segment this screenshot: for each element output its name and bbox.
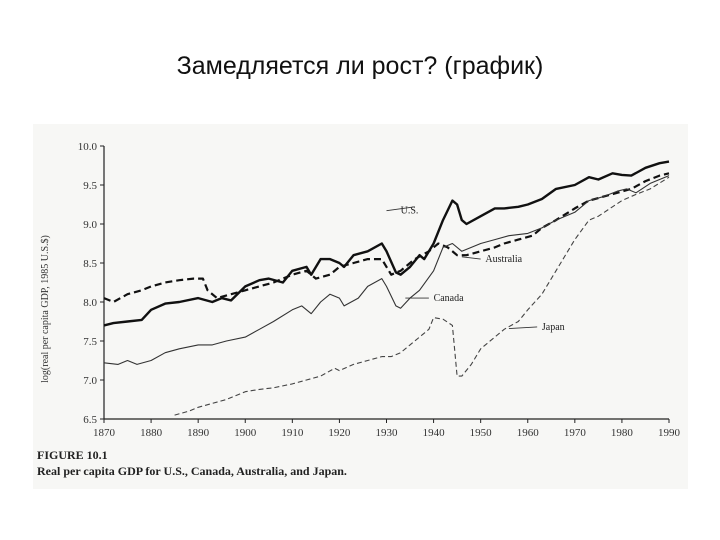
x-tick-label: 1980: [611, 427, 634, 439]
y-tick-label: 9.0: [83, 219, 97, 231]
x-tick-label: 1870: [93, 427, 116, 439]
series-line-australia: [103, 172, 670, 304]
chart-series-labels: U.S. Australia Canada Japan: [386, 206, 565, 333]
slide-title: Замедляется ли рост? (график): [176, 52, 544, 80]
x-tick-label: 1960: [517, 427, 540, 439]
label-leader-us: [386, 206, 415, 212]
chart-figure: 1870 1880 1890 1900 1910 1920 1930 1940 1950 1960…: [33, 124, 688, 489]
x-tick-label: 1920: [328, 427, 351, 439]
series-line-canada: [103, 175, 670, 365]
x-tick-label: 1890: [187, 427, 210, 439]
x-tick-label: 1930: [376, 427, 399, 439]
y-tick-label: 8.5: [83, 258, 97, 270]
x-tick-label: 1910: [281, 427, 304, 439]
y-tick-label: 9.5: [83, 180, 97, 192]
figure-caption-number: FIGURE 10.1: [37, 448, 108, 462]
y-tick-label: 8.0: [83, 297, 97, 309]
series-label-us: U.S.: [401, 206, 419, 217]
x-tick-label: 1950: [470, 427, 493, 439]
series-label-japan: Japan: [542, 322, 565, 333]
chart-series-lines: [103, 160, 670, 416]
series-label-canada: Canada: [434, 293, 465, 304]
series-line-us: [103, 160, 670, 327]
x-tick-label: 1970: [564, 427, 587, 439]
figure-caption-text: Real per capita GDP for U.S., Canada, Au…: [37, 464, 347, 478]
label-leader-japan: [508, 326, 538, 329]
y-tick-label: 6.5: [83, 414, 97, 426]
x-tick-label: 1940: [423, 427, 446, 439]
x-tick-label: 1880: [140, 427, 163, 439]
x-tick-label: 1990: [658, 427, 681, 439]
x-tick-label: 1900: [234, 427, 257, 439]
y-tick-label: 10.0: [78, 141, 98, 153]
chart-axes: 1870 1880 1890 1900 1910 1920 1930 1940 1950 1960…: [78, 141, 681, 439]
y-tick-label: 7.0: [83, 375, 97, 387]
series-label-australia: Australia: [485, 254, 522, 265]
y-axis-title: log(real per capita GDP, 1985 U.S.$): [40, 235, 51, 383]
series-line-japan: [174, 176, 670, 416]
label-leader-australia: [461, 256, 481, 260]
line-chart: 1870 1880 1890 1900 1910 1920 1930 1940 1950 1960…: [37, 141, 681, 478]
y-tick-label: 7.5: [83, 336, 97, 348]
